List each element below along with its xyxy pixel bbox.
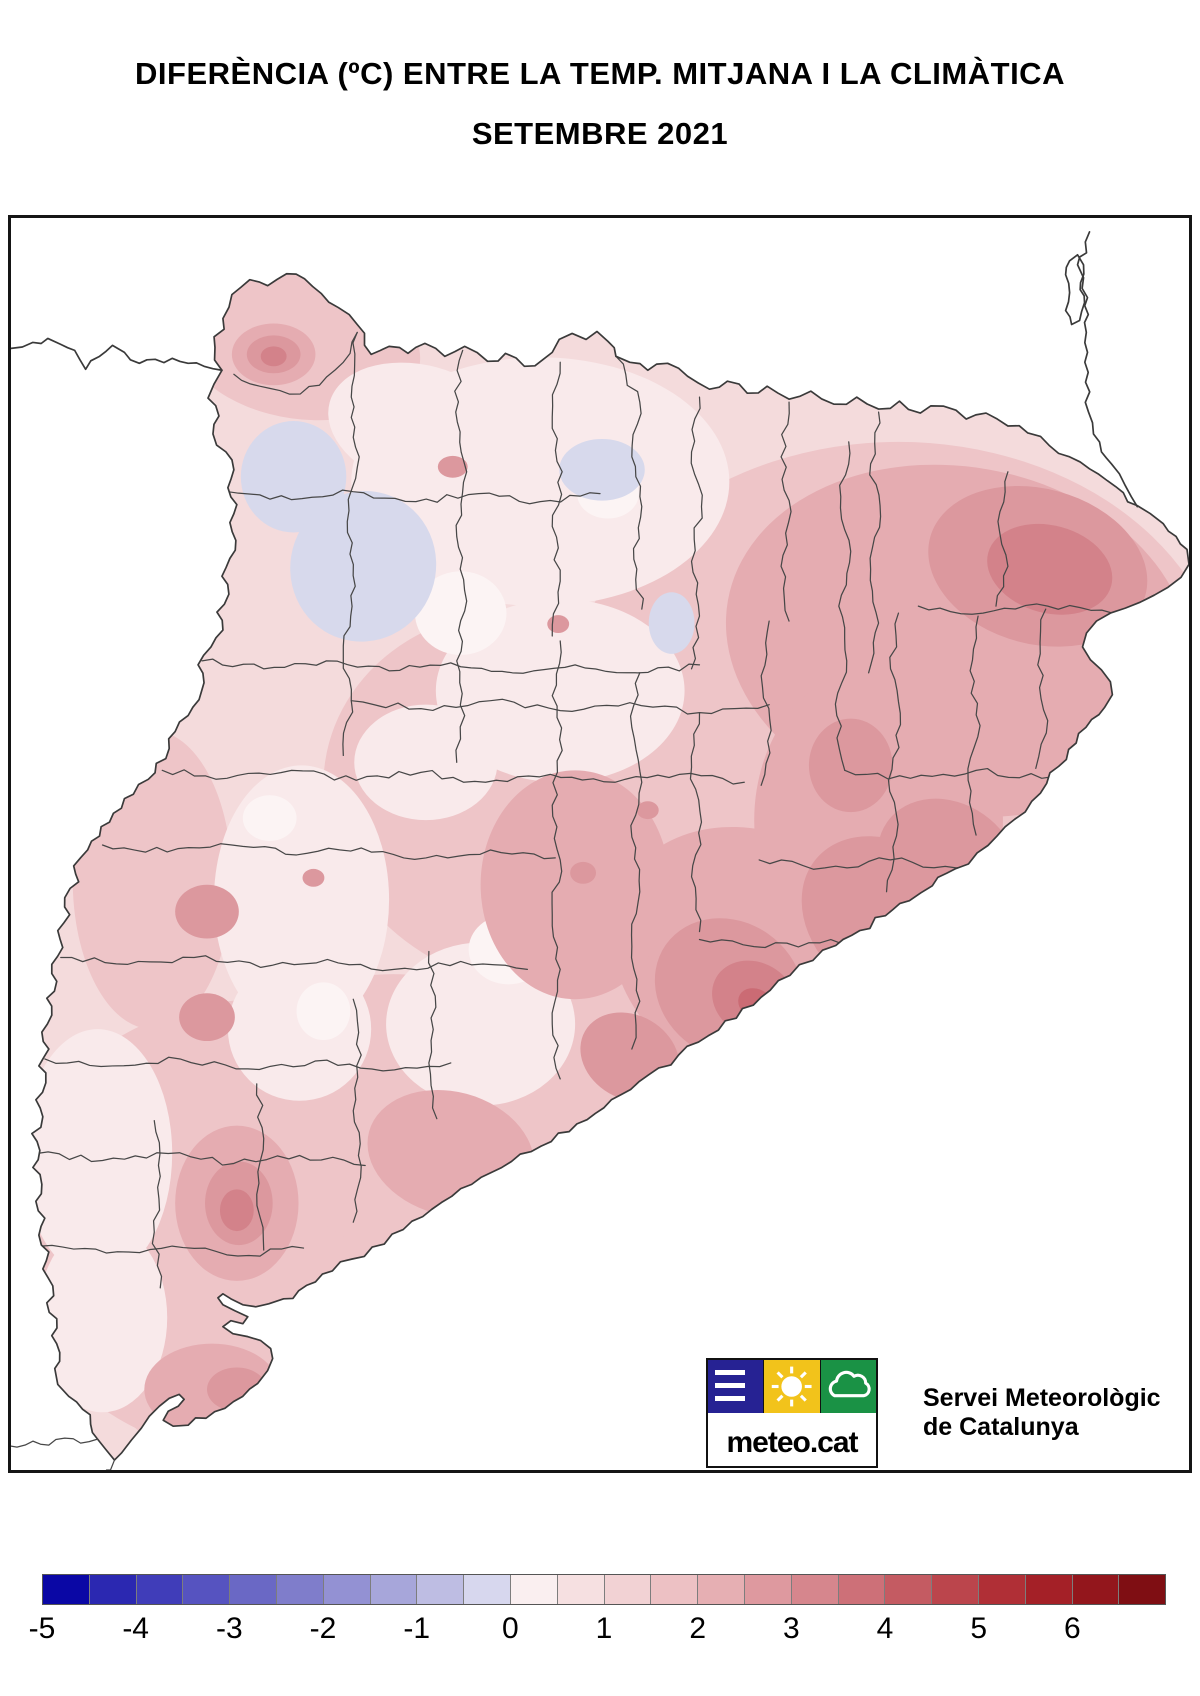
- logo-wordmark: meteo.cat: [726, 1426, 858, 1459]
- colorbar-cell: [744, 1575, 792, 1604]
- colorbar-cell: [323, 1575, 371, 1604]
- cloud-icon: [820, 1360, 876, 1413]
- colorbar-cell: [136, 1575, 184, 1604]
- colorbar-tick-label: 4: [876, 1612, 894, 1645]
- colorbar-cell: [978, 1575, 1026, 1604]
- colorbar-tick-label: 2: [689, 1612, 707, 1645]
- catalonia-outline: [31, 272, 1189, 1461]
- page-subtitle: SETEMBRE 2021: [471, 116, 729, 151]
- colorbar-cell: [557, 1575, 605, 1604]
- color-scale: [42, 1574, 1166, 1605]
- sun-icon: [764, 1360, 821, 1413]
- colorbar-cell: [230, 1575, 277, 1604]
- colorbar-tick-label: 1: [595, 1612, 613, 1645]
- colorbar-tick-label: -2: [309, 1612, 337, 1645]
- colorbar-cell: [417, 1575, 465, 1604]
- org-name: Servei Meteorològic de Catalunya: [923, 1384, 1161, 1442]
- colorbar-tick-label: -4: [122, 1612, 149, 1645]
- colorbar-tick-label: -3: [215, 1612, 243, 1645]
- colorbar-cell: [838, 1575, 886, 1604]
- logo-panels: [708, 1360, 876, 1413]
- valencia-coast: [105, 1459, 116, 1470]
- comarca-borders: [36, 331, 1114, 1289]
- meteocat-logo: meteo.cat: [706, 1358, 878, 1468]
- colorbar-tick-label: -5: [28, 1612, 56, 1645]
- colorbar-tick-label: 0: [502, 1612, 519, 1645]
- colorbar-cell: [43, 1575, 90, 1604]
- colorbar-cell: [885, 1575, 933, 1604]
- colorbar-cell: [1119, 1575, 1166, 1604]
- page-title: DIFERÈNCIA (ºC) ENTRE LA TEMP. MITJANA I…: [135, 56, 1065, 91]
- colorbar-cell: [276, 1575, 324, 1604]
- colorbar-cell: [1072, 1575, 1120, 1604]
- colorbar-cell: [370, 1575, 418, 1604]
- colorbar-cell: [510, 1575, 558, 1604]
- colorbar-cell: [1025, 1575, 1073, 1604]
- colorbar-cell: [89, 1575, 137, 1604]
- valencia-border: [11, 1437, 99, 1448]
- color-scale-ticks: -5 -4 -3 -2 -1 0 1 2 3 4 5 6: [0, 1612, 1200, 1652]
- colorbar-cell: [791, 1575, 839, 1604]
- colorbar-cell: [183, 1575, 231, 1604]
- colorbar-tick-label: 6: [1064, 1612, 1081, 1645]
- colorbar-cell: [464, 1575, 511, 1604]
- colorbar-cell: [604, 1575, 652, 1604]
- french-coastline: [1076, 231, 1139, 508]
- colorbar-tick-label: -1: [403, 1612, 431, 1645]
- colorbar-tick-label: 3: [783, 1612, 800, 1645]
- catalonia-map: [11, 231, 1189, 1470]
- france-aragon-border: [11, 337, 223, 372]
- coastal-island-outline: [1064, 253, 1086, 326]
- colorbar-cell: [932, 1575, 979, 1604]
- org-name-line2: de Catalunya: [923, 1412, 1079, 1441]
- colorbar-tick-label: 5: [970, 1612, 988, 1645]
- colorbar-cell: [651, 1575, 699, 1604]
- colorbar-cell: [698, 1575, 745, 1604]
- logo-lines-icon: [708, 1360, 765, 1413]
- map-frame: meteo.cat Servei Meteorològic de Catalun…: [8, 215, 1192, 1473]
- org-name-line1: Servei Meteorològic: [923, 1384, 1161, 1412]
